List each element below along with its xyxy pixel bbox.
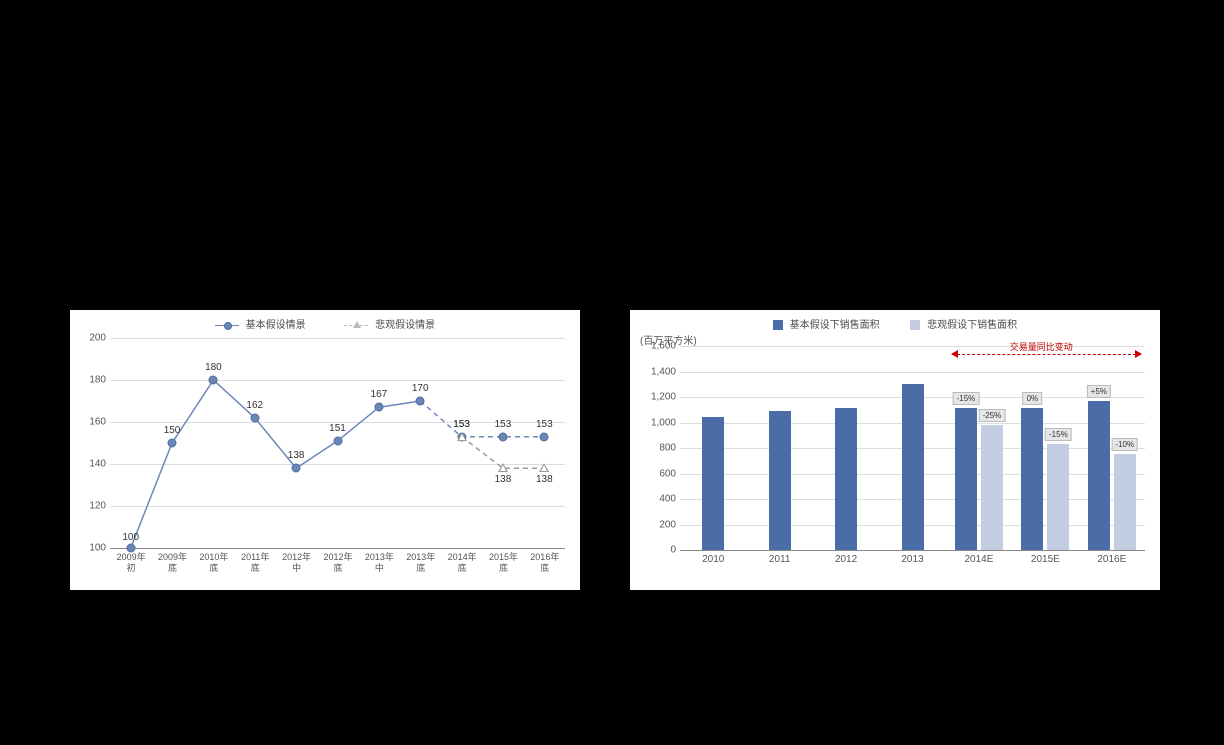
x-tick-label: 2016E xyxy=(1097,554,1126,565)
line-point-base xyxy=(498,432,507,441)
line-point-base xyxy=(333,436,342,445)
line-point-base xyxy=(292,464,301,473)
x-tick-label: 2015年底 xyxy=(483,552,524,574)
x-tick-label: 2015E xyxy=(1031,554,1060,565)
x-tick-label: 2012 xyxy=(835,554,857,565)
line-point-pess xyxy=(539,463,549,472)
pct-label-pess: -25% xyxy=(979,409,1006,422)
line-chart-legend: 基本假设情景 悲观假设情景 xyxy=(70,316,580,331)
line-point-pess xyxy=(457,432,467,441)
x-tick-label: 2014年底 xyxy=(442,552,483,574)
line-point-base xyxy=(250,413,259,422)
y-tick-label: 120 xyxy=(80,501,106,512)
line-data-label: 167 xyxy=(371,389,388,400)
legend-label-bar-pess: 悲观假设下销售面积 xyxy=(927,320,1017,331)
x-tick-label: 2013年中 xyxy=(359,552,400,574)
pct-label-pess: -15% xyxy=(1045,428,1072,441)
pct-label-base: +5% xyxy=(1087,385,1111,398)
legend-swatch-base xyxy=(215,325,239,326)
y-tick-label: 180 xyxy=(80,375,106,386)
bar-pess xyxy=(1047,444,1069,550)
y-tick-label: 400 xyxy=(640,494,676,505)
line-point-base xyxy=(209,376,218,385)
line-data-label-pess: 153 xyxy=(453,419,470,430)
line-point-base xyxy=(374,403,383,412)
pct-label-base: -15% xyxy=(953,392,980,405)
x-tick-label: 2016年底 xyxy=(524,552,565,574)
bar-base xyxy=(955,408,977,550)
x-tick-label: 2011 xyxy=(769,554,791,565)
legend-label-pess: 悲观假设情景 xyxy=(375,320,435,331)
bar-pess xyxy=(981,425,1003,550)
bar-base xyxy=(1088,401,1110,550)
line-data-label: 138 xyxy=(288,450,305,461)
x-tick-label: 2010年底 xyxy=(193,552,234,574)
x-tick-label: 2012年中 xyxy=(276,552,317,574)
y-tick-label: 0 xyxy=(640,545,676,556)
y-tick-label: 200 xyxy=(80,333,106,344)
line-point-base xyxy=(126,544,135,553)
bar-base xyxy=(902,384,924,551)
line-point-base xyxy=(416,397,425,406)
y-tick-label: 600 xyxy=(640,468,676,479)
y-tick-label: 160 xyxy=(80,417,106,428)
line-data-label-pess: 138 xyxy=(536,474,553,485)
y-tick-label: 1,400 xyxy=(640,366,676,377)
line-data-label: 153 xyxy=(495,419,512,430)
line-data-label: 100 xyxy=(122,532,139,543)
x-tick-label: 2010 xyxy=(702,554,724,565)
legend-label-base: 基本假设情景 xyxy=(246,320,306,331)
line-chart: 基本假设情景 悲观假设情景 1001201401601802002009年初20… xyxy=(70,310,580,590)
x-tick-label: 2011年底 xyxy=(235,552,276,574)
y-tick-label: 1,000 xyxy=(640,417,676,428)
line-data-label: 180 xyxy=(205,362,222,373)
x-tick-label: 2014E xyxy=(964,554,993,565)
bar-plot-area: 02004006008001,0001,2001,4001,6002010201… xyxy=(680,346,1145,551)
line-data-label: 162 xyxy=(246,400,263,411)
legend-swatch-bar-base xyxy=(773,320,783,330)
bar-pess xyxy=(1114,454,1136,550)
y-tick-label: 100 xyxy=(80,543,106,554)
y-tick-label: 800 xyxy=(640,443,676,454)
charts-container: 基本假设情景 悲观假设情景 1001201401601802002009年初20… xyxy=(70,310,1160,590)
x-tick-label: 2009年底 xyxy=(152,552,193,574)
x-tick-label: 2012年底 xyxy=(318,552,359,574)
pct-label-base: 0% xyxy=(1023,392,1043,405)
annotation-arrow: 交易量同比变动 xyxy=(680,346,1145,366)
line-data-label: 170 xyxy=(412,383,429,394)
bar-base xyxy=(1021,408,1043,550)
annotation-text: 交易量同比变动 xyxy=(1010,340,1073,353)
x-tick-label: 2009年初 xyxy=(111,552,152,574)
line-plot-area: 1001201401601802002009年初2009年底2010年底2011… xyxy=(110,338,565,549)
x-tick-label: 2013年底 xyxy=(400,552,441,574)
y-tick-label: 1,200 xyxy=(640,392,676,403)
line-data-label-pess: 138 xyxy=(495,474,512,485)
legend-swatch-bar-pess xyxy=(910,320,920,330)
y-tick-label: 200 xyxy=(640,519,676,530)
bar-chart-legend: 基本假设下销售面积 悲观假设下销售面积 xyxy=(630,316,1160,331)
line-point-base xyxy=(540,432,549,441)
y-tick-label: 1,600 xyxy=(640,341,676,352)
y-tick-label: 140 xyxy=(80,459,106,470)
bar-base xyxy=(769,411,791,550)
legend-label-bar-base: 基本假设下销售面积 xyxy=(790,320,880,331)
legend-swatch-pess xyxy=(344,325,368,326)
line-point-base xyxy=(168,439,177,448)
bar-base xyxy=(835,408,857,550)
bar-chart: 基本假设下销售面积 悲观假设下销售面积 (百万平方米) 020040060080… xyxy=(630,310,1160,590)
line-data-label: 151 xyxy=(329,423,346,434)
pct-label-pess: -10% xyxy=(1111,438,1138,451)
line-data-label: 153 xyxy=(536,419,553,430)
line-point-pess xyxy=(498,463,508,472)
bar-base xyxy=(702,417,724,550)
line-data-label: 150 xyxy=(164,425,181,436)
x-tick-label: 2013 xyxy=(901,554,923,565)
